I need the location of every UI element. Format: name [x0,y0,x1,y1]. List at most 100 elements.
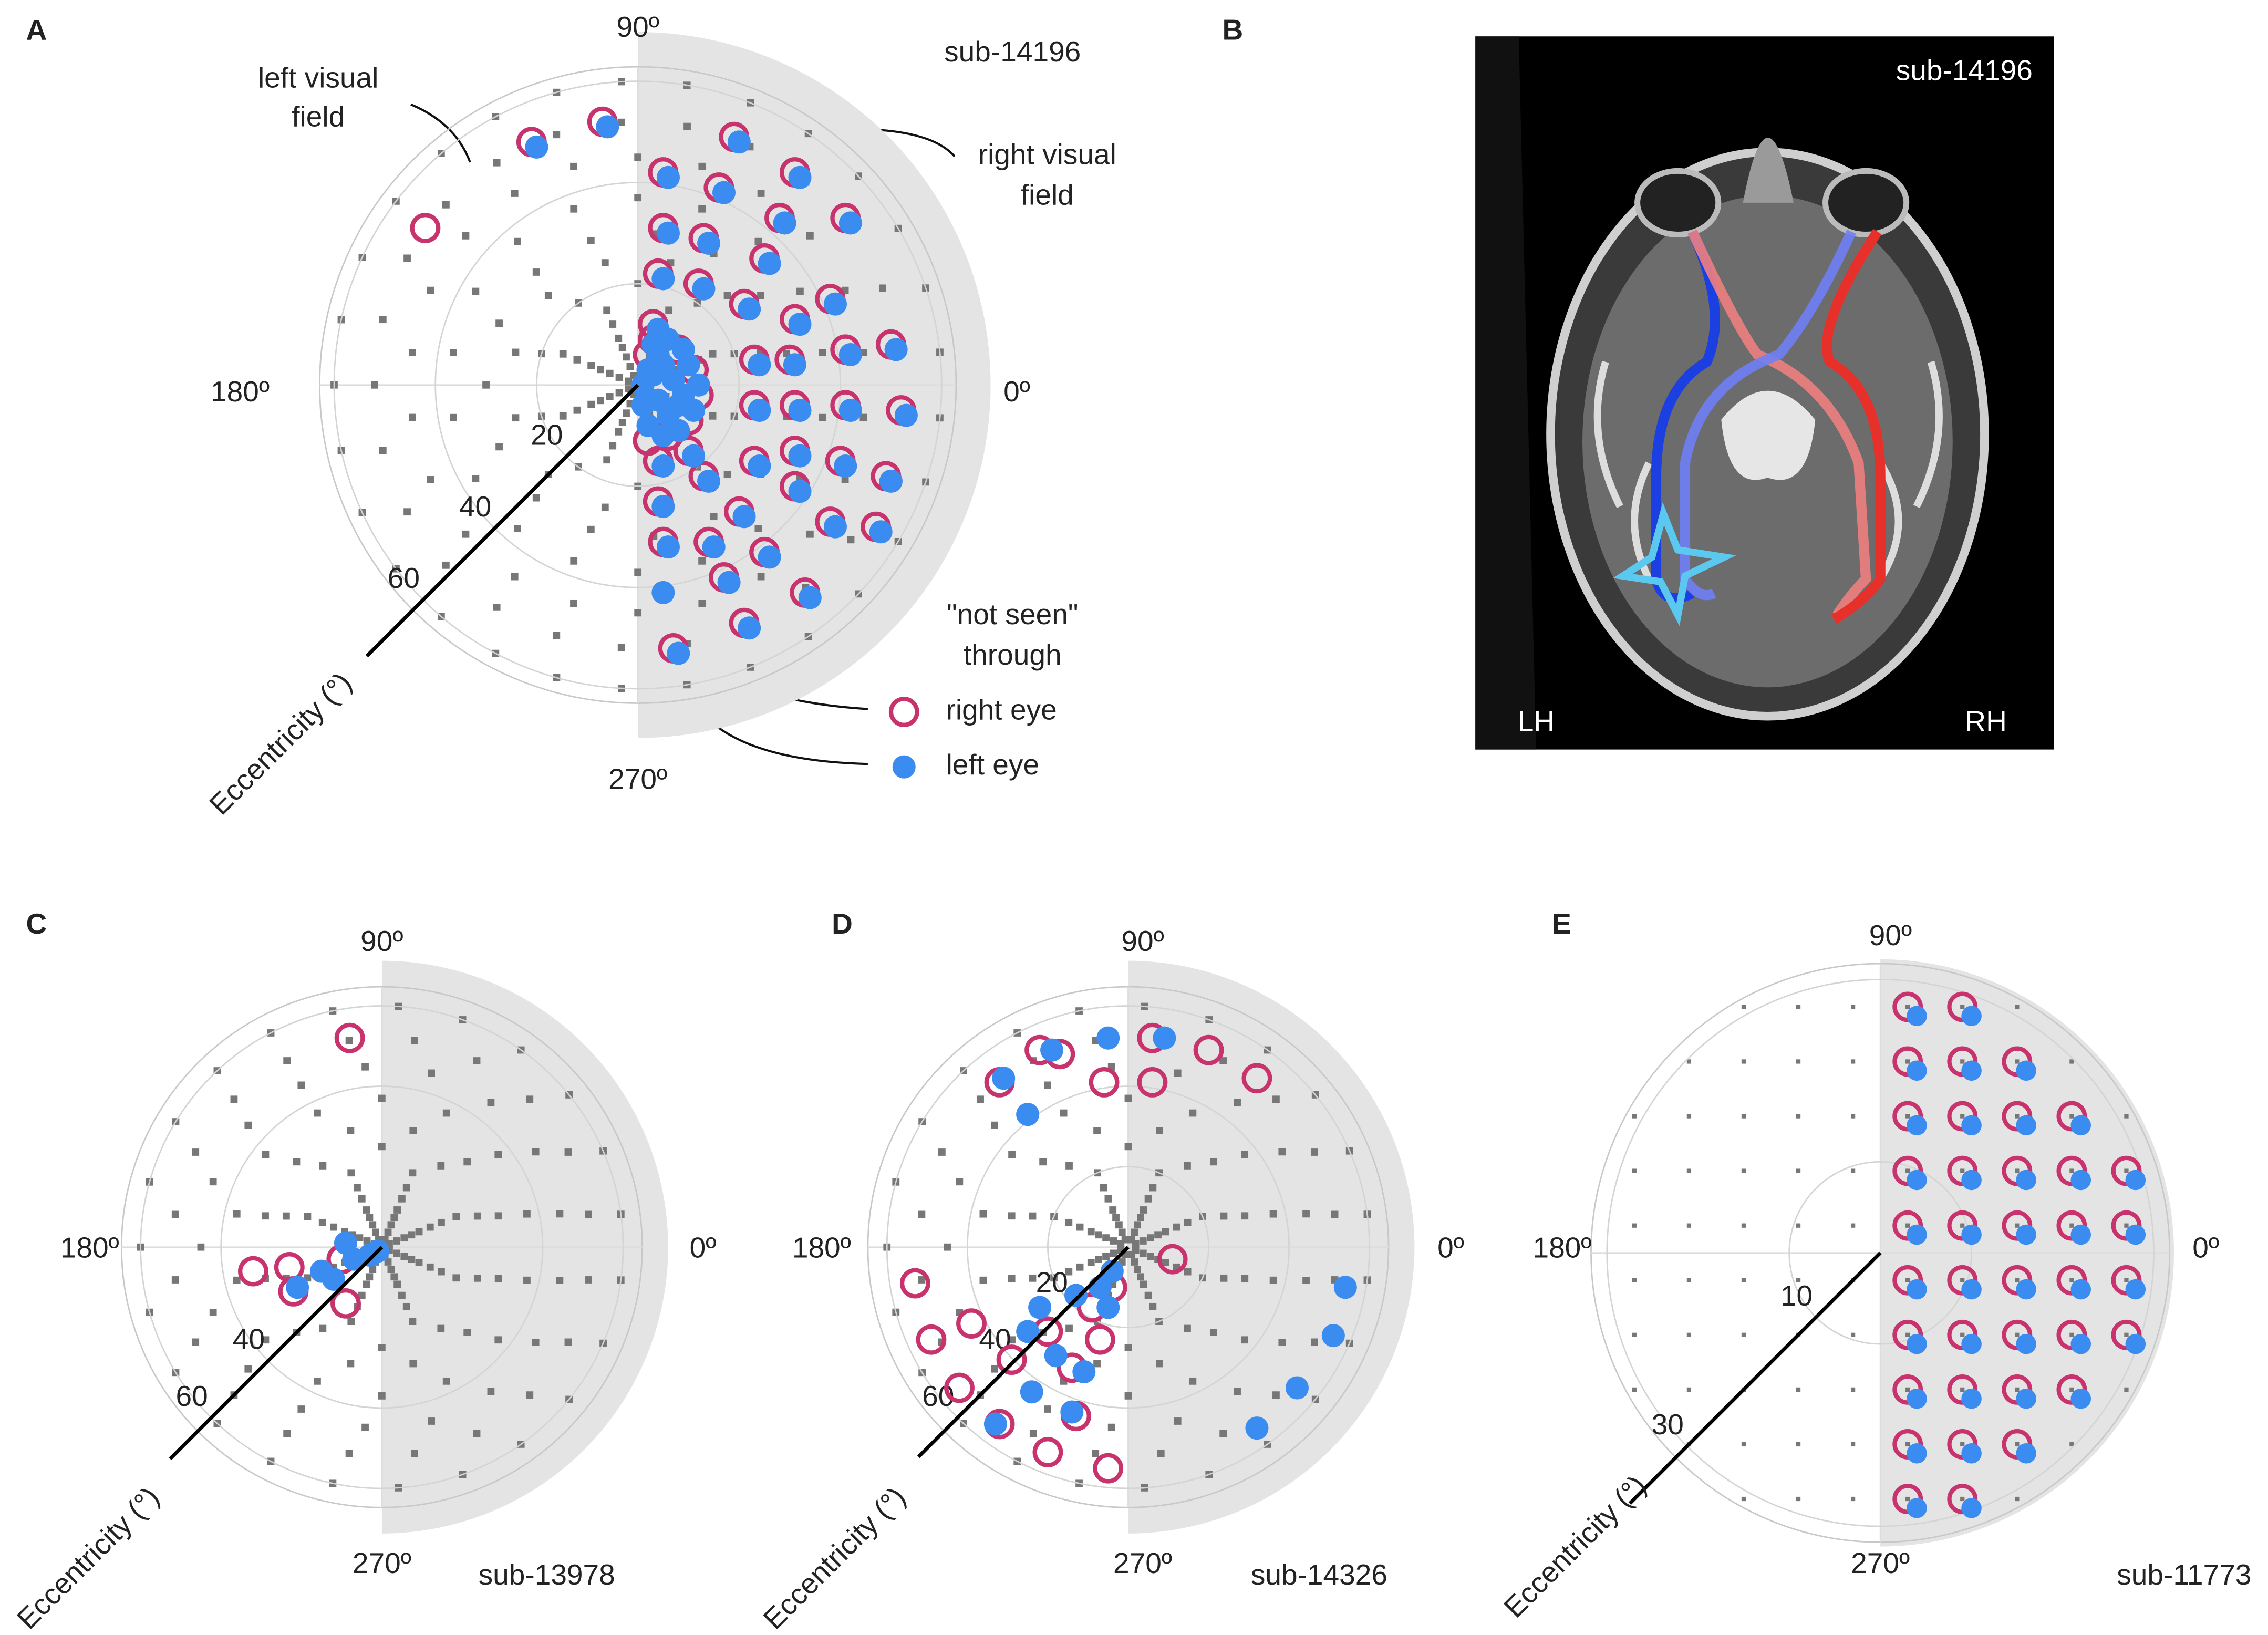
left-eye-marker [322,1267,346,1291]
test-location [361,1423,369,1431]
test-location [754,525,762,532]
test-location [564,1338,572,1346]
test-location [409,1360,417,1368]
test-location [1850,1168,1856,1173]
left-eye-marker [682,444,706,468]
test-location [390,1214,398,1222]
left-eye-marker [2125,1333,2146,1354]
test-location [1174,1417,1182,1425]
test-location [511,573,519,581]
left-eye-marker [823,292,847,316]
test-location [1905,1114,1910,1119]
left-eye-marker [692,277,716,301]
test-location [1686,1387,1692,1392]
test-location [847,536,855,544]
test-location [617,118,625,126]
test-location [293,1158,301,1166]
test-location [1044,1081,1051,1089]
angle-label: 180º [60,1232,119,1264]
test-location [1796,1442,1801,1447]
left-eye-marker [1016,1103,1040,1126]
test-location [2015,1387,2020,1392]
test-location [366,1273,374,1281]
test-location [233,1276,241,1284]
left-eye-marker [1044,1344,1068,1368]
test-location [442,1109,450,1117]
test-location [1905,1005,1910,1009]
test-location [426,1263,434,1271]
left-eye-marker [1961,1115,1982,1136]
test-location [585,1210,592,1218]
test-location [1686,1059,1692,1064]
test-location [262,1212,269,1220]
test-location [1241,1151,1248,1158]
test-location [1850,1059,1856,1064]
left-eye-marker [1064,1284,1088,1307]
test-location [363,1206,370,1214]
eccentricity-axis [917,1246,1130,1458]
hemisphere-label: RH [1965,705,2007,738]
test-location [415,1259,423,1266]
test-location [1065,1162,1073,1170]
test-location [709,412,717,420]
test-location [1741,1442,1746,1447]
test-location [570,205,578,213]
test-location [314,1377,321,1385]
right-eye-marker [410,213,441,243]
test-location [494,1151,502,1158]
left-eye-marker [823,515,847,539]
left-eye-marker [1096,1296,1120,1319]
eccentricity-tick-label: 20 [531,419,563,451]
right-eye-marker [330,1288,361,1319]
test-location [1960,1223,1965,1228]
test-location [1157,1450,1165,1457]
eccentricity-ring [1606,978,2155,1527]
test-location [1905,1278,1910,1282]
annotation: right visual [978,138,1116,170]
test-location [358,1291,366,1299]
test-location [1960,1005,1965,1009]
test-location [314,1109,321,1117]
test-location [1149,1302,1157,1310]
left-eye-marker [656,165,680,189]
left-eye-marker [1961,1279,1982,1300]
right-eye-marker [956,1308,987,1339]
test-location [615,334,623,342]
test-location [618,344,626,351]
legend-swatch [892,755,916,779]
test-location [601,503,609,511]
test-location [1234,1099,1241,1106]
test-location [393,1206,401,1214]
test-location [609,320,617,328]
left-eye-marker [2016,1279,2036,1300]
test-location [1093,1360,1101,1368]
test-location [1741,1114,1746,1119]
test-location [354,1184,361,1192]
test-location [1278,1339,1286,1346]
test-location [1029,1430,1037,1437]
test-location [2069,1442,2074,1447]
eccentricity-tick-label: 60 [176,1380,208,1412]
test-location [2069,1278,2074,1282]
angle-label: 270º [353,1547,411,1579]
test-location [1632,1387,1637,1392]
test-location [356,1234,364,1242]
test-location [526,1391,534,1399]
test-location [757,292,764,299]
left-eye-marker [1096,1026,1120,1050]
left-eye-marker [646,343,670,367]
test-location [512,414,520,422]
right-eye-marker [996,1344,1027,1375]
test-location [618,419,626,426]
left-eye-marker [651,581,675,604]
test-location [597,366,604,374]
left-eye-marker [992,1067,1016,1090]
test-location [1796,1278,1801,1282]
annotation: field [1021,178,1074,211]
test-location [1905,1059,1910,1064]
test-location [463,1329,471,1336]
annotation: field [292,100,345,133]
test-location [665,306,673,314]
test-location [587,400,595,408]
test-location [1311,1148,1318,1156]
